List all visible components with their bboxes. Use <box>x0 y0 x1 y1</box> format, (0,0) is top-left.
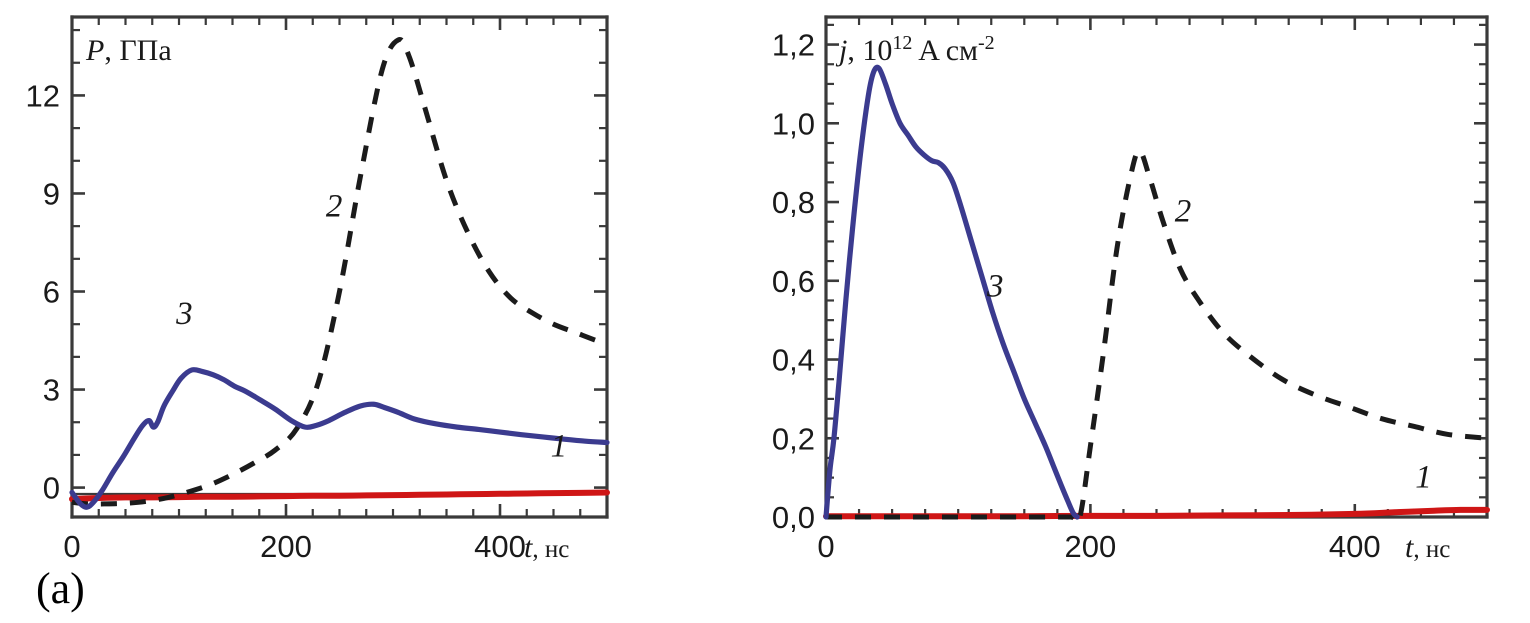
y-tick-label: 0,2 <box>772 421 815 456</box>
panel-a-caption: (а) <box>36 564 85 613</box>
y-tick-label: 0,4 <box>772 343 815 378</box>
panel-a-curve-labels: 1 2 3 <box>175 188 567 464</box>
curve-label-1: 1 <box>551 429 568 465</box>
y-tick-label: 9 <box>43 176 60 211</box>
curve-label-3: 3 <box>175 296 193 332</box>
panel-b-x-axis-title: t, нс <box>1405 531 1450 564</box>
x-axis-symbol: t <box>524 531 533 564</box>
panel-a-curves <box>69 37 610 510</box>
curve-label-2: 2 <box>326 188 343 224</box>
panel-a-x-tick-labels: 0 200 400 <box>63 529 525 564</box>
y-axis-units: , 10 <box>847 34 892 67</box>
y-axis-units-2: A см <box>912 34 978 67</box>
curve-1 <box>823 506 1490 520</box>
curve-label-1: 1 <box>1415 459 1432 495</box>
panel-a-y-axis-title: P, ГПа <box>85 34 172 67</box>
y-axis-units: , ГПа <box>104 34 171 67</box>
panel-a-x-axis-title: t, нс <box>524 531 569 564</box>
panel-b-x-ticks <box>824 17 1489 517</box>
panel-b-y-tick-labels: 0,0 0,2 0,4 0,6 0,8 1,0 1,2 <box>772 28 815 535</box>
curve-3 <box>69 367 610 510</box>
y-tick-label: 0,0 <box>772 500 815 535</box>
panel-b-caption: (б) <box>765 564 767 613</box>
panel-a-axes <box>70 15 609 519</box>
y-tick-label: 0 <box>43 471 60 506</box>
panel-a-x-ticks <box>70 17 609 517</box>
curve-3 <box>823 64 1080 520</box>
y-tick-label: 0,6 <box>772 264 815 299</box>
panel-b-axes <box>824 15 1489 519</box>
y-axis-symbol: P <box>85 34 104 67</box>
y-tick-label: 0,8 <box>772 185 815 220</box>
curve-label-3: 3 <box>986 269 1004 305</box>
x-axis-units: , нс <box>532 536 569 563</box>
y-axis-exponent-2: -2 <box>978 32 995 54</box>
y-tick-label: 6 <box>43 275 60 310</box>
x-axis-units: , нс <box>1413 536 1450 563</box>
y-tick-label: 1,2 <box>772 28 815 63</box>
x-tick-label: 0 <box>817 529 834 564</box>
y-tick-label: 3 <box>43 373 60 408</box>
curve-2 <box>71 37 608 507</box>
y-tick-label: 12 <box>26 78 60 113</box>
panel-b-y-ticks <box>826 23 1487 519</box>
panel-b-curve-labels: 1 2 3 <box>986 194 1432 496</box>
panel-a-y-ticks <box>72 28 607 489</box>
panel-b-x-tick-labels: 0 200 400 <box>817 529 1380 564</box>
curve-2 <box>826 148 1488 525</box>
x-axis-symbol: t <box>1405 531 1414 564</box>
y-tick-label: 1,0 <box>772 106 815 141</box>
panel-b-plot: 0,00,20,40,60,81,01,2 0 200 400 123 j, 101… <box>765 15 1490 613</box>
x-tick-label: 400 <box>474 529 526 564</box>
x-tick-label: 400 <box>1329 529 1381 564</box>
panel-a-y-tick-labels: 0 3 6 9 12 <box>26 78 60 505</box>
x-tick-label: 0 <box>63 529 80 564</box>
x-tick-label: 200 <box>260 529 312 564</box>
panel-b-curves <box>823 64 1490 525</box>
panel-b-y-axis-title: j, 1012 A см-2 <box>835 32 995 67</box>
y-axis-symbol: j <box>835 34 847 67</box>
x-tick-label: 200 <box>1065 529 1117 564</box>
curve-label-2: 2 <box>1175 194 1192 230</box>
y-axis-exponent: 12 <box>892 32 912 54</box>
